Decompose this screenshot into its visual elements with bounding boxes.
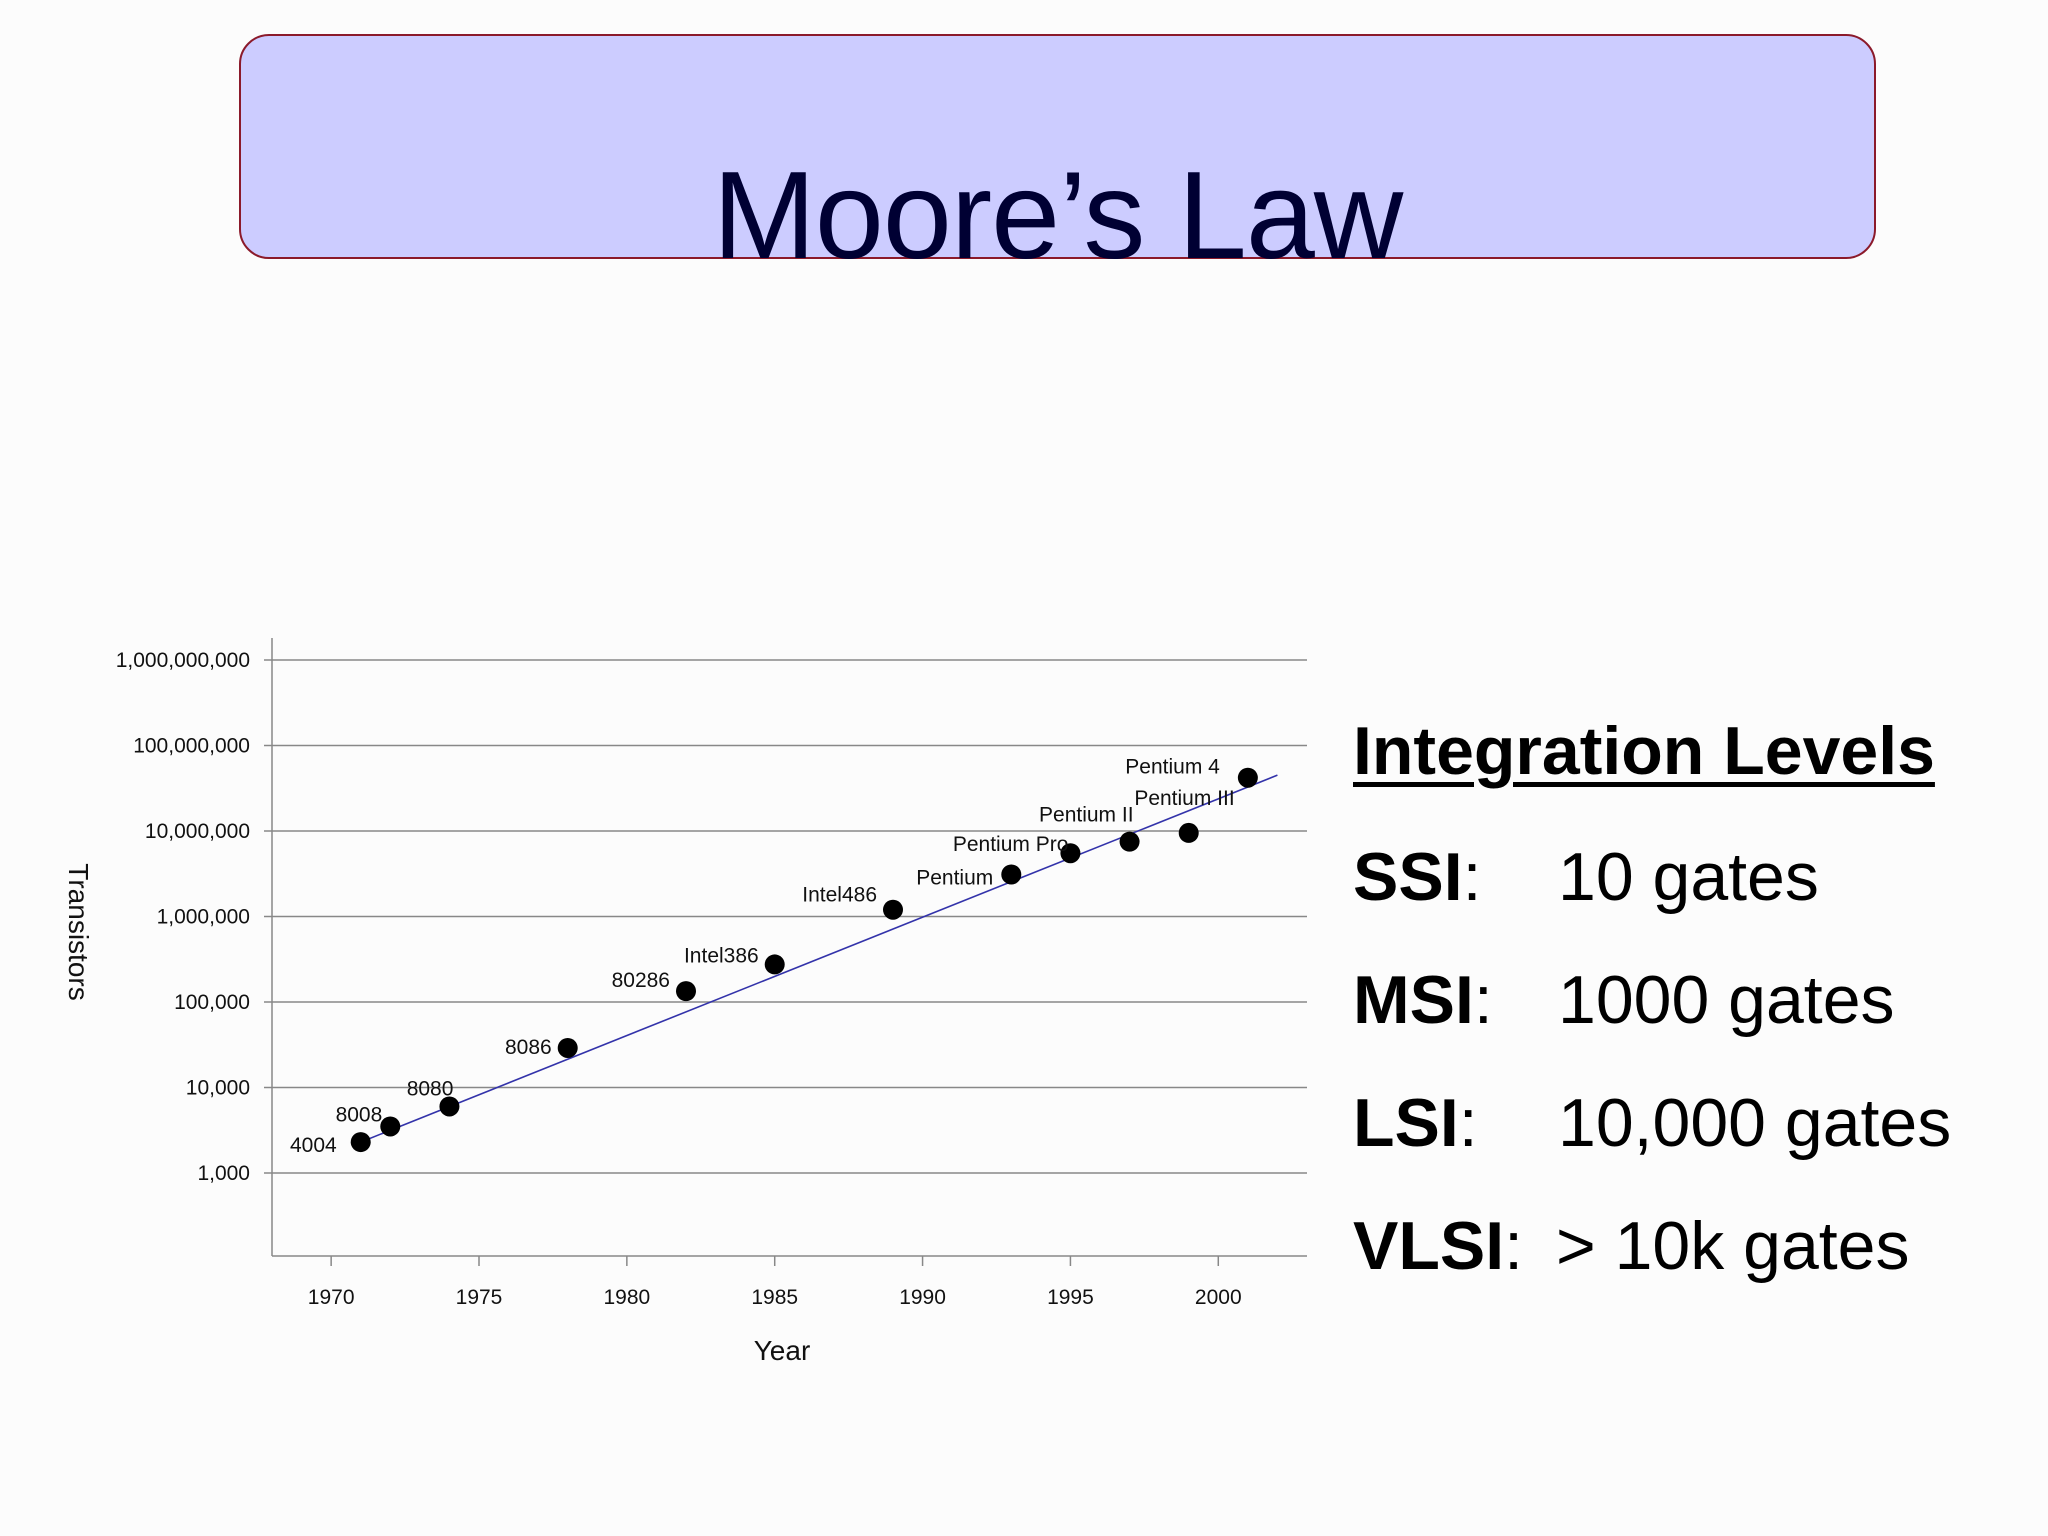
x-tick-label: 1995 [1047, 1286, 1094, 1309]
level-row-msi: MSI: 1000 gates [1353, 961, 1895, 1039]
level-abbr: MSI [1353, 962, 1474, 1038]
data-point [557, 1037, 578, 1058]
level-value: 1000 gates [1558, 962, 1895, 1038]
level-row-lsi: LSI: 10,000 gates [1353, 1084, 1951, 1162]
data-point [883, 899, 903, 920]
y-tick-label: 10,000,000 [145, 820, 250, 843]
y-tick-label: 1,000,000 [157, 906, 250, 929]
data-point [1001, 864, 1022, 885]
data-label: Pentium 4 [1125, 756, 1220, 779]
level-abbr: LSI [1353, 1085, 1459, 1161]
level-value: > 10k gates [1556, 1208, 1910, 1284]
data-point [1178, 822, 1199, 843]
data-point [439, 1096, 460, 1117]
y-tick-label: 10,000 [186, 1077, 250, 1100]
level-abbr: SSI [1353, 839, 1463, 915]
x-tick-label: 1990 [899, 1286, 946, 1309]
data-label: Intel386 [684, 944, 759, 967]
y-tick-label: 1,000 [197, 1162, 250, 1185]
data-label: 4004 [290, 1134, 337, 1157]
data-label: Pentium Pro [953, 833, 1069, 856]
level-row-ssi: SSI: 10 gates [1353, 838, 1819, 916]
level-sep: : [1462, 839, 1482, 915]
data-label: Pentium [916, 866, 993, 889]
level-sep: : [1504, 1208, 1524, 1284]
data-label: Intel486 [802, 884, 877, 907]
level-sep: : [1473, 962, 1493, 1038]
level-sep: : [1458, 1085, 1478, 1161]
data-label: Pentium III [1134, 787, 1234, 810]
title-box: Moore’s Law [239, 34, 1876, 278]
level-abbr: VLSI [1353, 1208, 1505, 1284]
x-tick-label: 1970 [308, 1286, 355, 1309]
x-axis-label: Year [754, 1335, 811, 1366]
data-point [380, 1116, 401, 1137]
data-point [350, 1132, 371, 1153]
y-tick-label: 1,000,000,000 [116, 649, 250, 672]
x-tick-label: 1980 [603, 1286, 650, 1309]
data-point [676, 981, 696, 1002]
level-value: 10 gates [1558, 839, 1819, 915]
level-row-vlsi: VLSI: > 10k gates [1353, 1207, 1909, 1285]
y-tick-label: 100,000,000 [133, 735, 250, 758]
data-label: 80286 [612, 969, 670, 992]
moores-law-chart: 1,000 10,000 100,000 1,000,000 10,000,000 100… [63, 638, 1307, 1366]
x-tick-label: 2000 [1195, 1286, 1242, 1309]
data-label: 8080 [407, 1077, 454, 1100]
data-point [764, 954, 785, 975]
level-value: 10,000 gates [1558, 1085, 1952, 1161]
y-tick-label: 100,000 [174, 991, 250, 1014]
y-axis-label: Transistors [63, 863, 94, 1000]
x-tick-label: 1975 [456, 1286, 503, 1309]
data-label: 8086 [505, 1036, 552, 1059]
x-tick-label: 1985 [751, 1286, 798, 1309]
data-label: 8008 [336, 1103, 383, 1126]
integration-levels-heading: Integration Levels [1353, 713, 1935, 789]
data-point [1237, 767, 1258, 788]
data-point [1119, 831, 1140, 852]
data-label: Pentium II [1039, 804, 1134, 827]
slide-title: Moore’s Law [712, 147, 1404, 285]
data-point [1060, 843, 1081, 864]
